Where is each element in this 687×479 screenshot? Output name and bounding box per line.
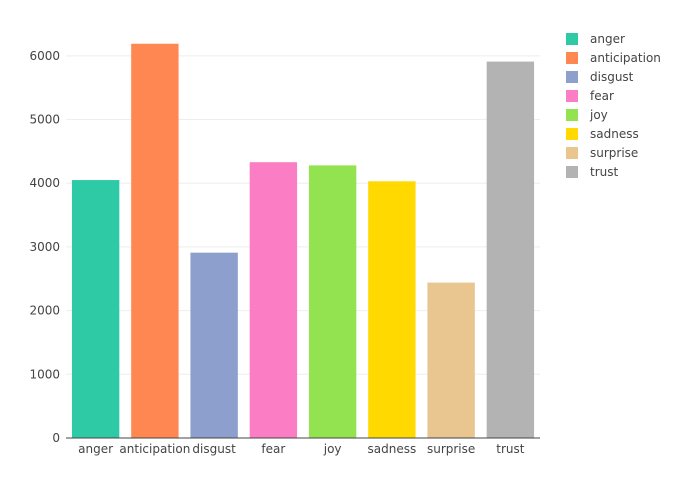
legend-swatch-fear <box>566 89 578 102</box>
bar-sadness[interactable] <box>368 181 416 438</box>
y-tick-label: 3000 <box>29 240 60 254</box>
y-tick-label: 2000 <box>29 304 60 318</box>
legend-item-anger[interactable]: anger <box>566 29 661 48</box>
legend-swatch-anger <box>566 32 578 45</box>
bar-anger[interactable] <box>71 180 120 439</box>
bar-trust[interactable] <box>486 61 535 438</box>
legend-item-anticipation[interactable]: anticipation <box>566 48 661 67</box>
x-tick-label-surprise: surprise <box>427 442 475 456</box>
y-tick-label: 6000 <box>29 49 60 63</box>
bar-surprise[interactable] <box>427 282 475 438</box>
x-tick-label-trust: trust <box>496 442 524 456</box>
legend-item-disgust[interactable]: disgust <box>566 67 661 86</box>
legend-swatch-trust <box>566 165 578 178</box>
legend-label-surprise: surprise <box>590 145 639 160</box>
legend-label-anticipation: anticipation <box>590 50 661 65</box>
legend-swatch-anticipation <box>566 51 578 64</box>
legend-item-joy[interactable]: joy <box>566 105 661 124</box>
legend-item-fear[interactable]: fear <box>566 86 661 105</box>
legend-label-joy: joy <box>590 107 608 122</box>
x-tick-label-disgust: disgust <box>192 442 236 456</box>
x-tick-label-anticipation: anticipation <box>119 442 190 456</box>
y-tick-label: 1000 <box>29 367 60 381</box>
x-tick-label-anger: anger <box>78 442 113 456</box>
legend-swatch-surprise <box>566 146 578 159</box>
bar-disgust[interactable] <box>190 252 238 438</box>
legend: anger anticipation disgust fear joy sadn… <box>566 29 661 181</box>
y-tick-label: 5000 <box>29 113 60 127</box>
legend-label-fear: fear <box>590 88 614 103</box>
x-tick-label-fear: fear <box>261 442 285 456</box>
legend-swatch-sadness <box>566 127 578 140</box>
y-tick-label: 0 <box>52 431 60 445</box>
bar-anticipation[interactable] <box>131 43 179 438</box>
legend-swatch-disgust <box>566 70 578 83</box>
legend-swatch-joy <box>566 108 578 121</box>
legend-item-surprise[interactable]: surprise <box>566 143 661 162</box>
bar-joy[interactable] <box>308 165 357 439</box>
bars <box>71 43 535 439</box>
legend-item-trust[interactable]: trust <box>566 162 661 181</box>
legend-label-anger: anger <box>590 31 625 46</box>
x-axis-ticks: anger anticipation disgust fear joy sadness su… <box>78 442 525 456</box>
legend-label-trust: trust <box>590 164 619 179</box>
legend-label-disgust: disgust <box>590 69 634 84</box>
x-tick-label-joy: joy <box>323 442 342 456</box>
legend-item-sadness[interactable]: sadness <box>566 124 661 143</box>
legend-label-sadness: sadness <box>590 126 639 141</box>
bar-fear[interactable] <box>249 162 298 438</box>
x-tick-label-sadness: sadness <box>368 442 417 456</box>
y-axis-ticks: 0 1000 2000 3000 4000 5000 6000 <box>29 49 60 445</box>
y-tick-label: 4000 <box>29 176 60 190</box>
